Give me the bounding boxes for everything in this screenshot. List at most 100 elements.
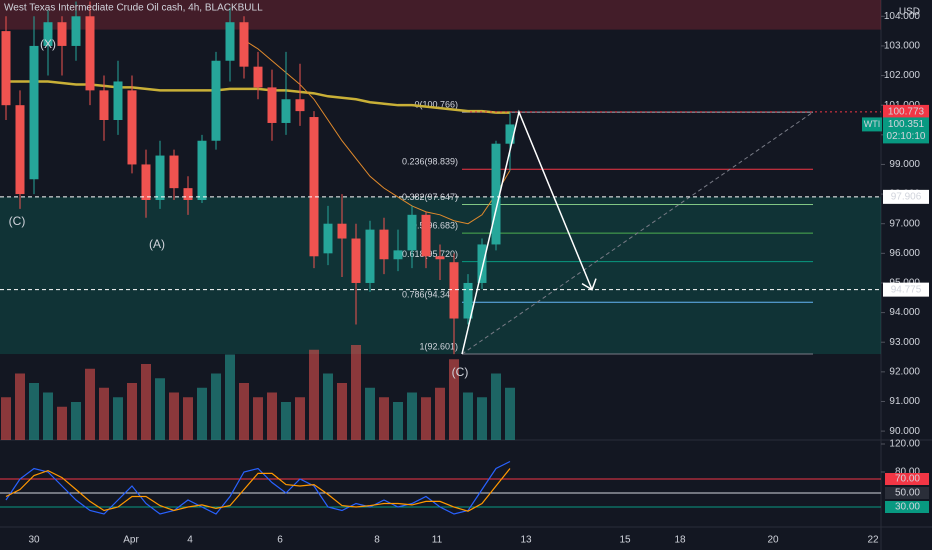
chart-title: West Texas Intermediate Crude Oil cash, …: [4, 3, 263, 14]
y-tick-label: 102.000: [884, 70, 921, 81]
candle-body: [85, 16, 95, 91]
moving-average: [243, 39, 511, 225]
volume-bar: [505, 387, 515, 440]
y-tick-label: 92.000: [889, 366, 920, 377]
osc-tick-label: 50.00: [895, 488, 920, 499]
volume-bar: [169, 392, 179, 440]
volume-bar: [435, 387, 445, 440]
countdown: 02:10:10: [887, 131, 926, 142]
volume-bar: [267, 392, 277, 440]
candle-body: [239, 22, 249, 67]
candle-body: [435, 256, 445, 260]
volume-bar: [463, 392, 473, 440]
candle-body: [449, 262, 459, 319]
volume-bar: [211, 373, 221, 440]
osc-tick-label: 120.00: [889, 439, 920, 450]
y-tick-label: 97.000: [889, 218, 920, 229]
fib-label: 0.5(96.683): [412, 220, 458, 230]
y-tick-label: 94.000: [889, 307, 920, 318]
candle-body: [379, 229, 389, 260]
volume-bar: [113, 397, 123, 440]
x-tick-label: 20: [767, 535, 779, 546]
volume-bar: [379, 397, 389, 440]
y-tick-label: 91.000: [889, 396, 920, 407]
candle-body: [407, 214, 417, 251]
candle-body: [197, 140, 207, 200]
candle-body: [15, 105, 25, 195]
volume-bar: [351, 345, 361, 440]
price-tag-label: 94.775: [891, 284, 922, 295]
zone: [0, 0, 881, 30]
volume-bar: [295, 397, 305, 440]
volume-bar: [449, 359, 459, 440]
osc-tick-label: 30.00: [895, 502, 920, 513]
candle-body: [113, 81, 123, 120]
candle-body: [491, 143, 501, 245]
volume-bar: [393, 402, 403, 440]
volume-bar: [407, 392, 417, 440]
candle-body: [337, 223, 347, 239]
x-tick-label: 30: [28, 535, 40, 546]
x-tick-label: 15: [619, 535, 631, 546]
volume-bar: [15, 373, 25, 440]
x-tick-label: Apr: [123, 535, 139, 546]
candle-body: [309, 117, 319, 257]
x-tick-label: 8: [374, 535, 380, 546]
candle-body: [169, 155, 179, 189]
x-tick-label: 6: [277, 535, 283, 546]
volume-bar: [323, 373, 333, 440]
y-tick-label: 93.000: [889, 337, 920, 348]
volume-bar: [309, 349, 319, 440]
volume-bar: [141, 364, 151, 440]
volume-bar: [43, 392, 53, 440]
candle-body: [295, 99, 305, 112]
wave-label: (C): [452, 365, 469, 379]
wave-label: (C): [9, 214, 26, 228]
price-tag: [883, 189, 929, 204]
symbol-tag: [862, 117, 882, 132]
volume-bar: [183, 397, 193, 440]
volume-bar: [1, 397, 11, 440]
x-tick-label: 11: [432, 535, 443, 546]
y-tick-label: 99.000: [889, 159, 920, 170]
x-tick-label: 4: [187, 535, 193, 546]
y-tick-label: 96.000: [889, 248, 920, 259]
projection: [461, 109, 593, 355]
volume-bar: [29, 383, 39, 440]
volume-bar: [57, 406, 67, 440]
candle-body: [267, 87, 277, 123]
symbol-label: WTI: [864, 119, 881, 129]
candle-body: [281, 99, 291, 123]
x-tick-label: 13: [520, 535, 532, 546]
price-tag-label: 97.906: [891, 191, 922, 202]
fib-label: 0(100.766): [414, 99, 458, 109]
oscillator-line: [5, 460, 511, 515]
candle-body: [505, 124, 515, 144]
volume-bar: [281, 402, 291, 440]
volume-bar: [127, 383, 137, 440]
candle-body: [71, 16, 81, 46]
volume-bar: [225, 354, 235, 440]
band-tag: [885, 487, 929, 499]
price-tag-label: 100.351: [888, 119, 925, 130]
y-tick-label: 104.000: [884, 11, 921, 22]
volume-bar: [99, 387, 109, 440]
volume-bar: [337, 383, 347, 440]
candle-body: [141, 164, 151, 200]
osc-tick-label: 80.00: [895, 467, 920, 478]
candle-body: [463, 282, 473, 319]
volume-bar: [239, 383, 249, 440]
candle-body: [225, 22, 235, 61]
candle-body: [351, 238, 361, 283]
osc-tick-label: 70.00: [895, 474, 920, 485]
candle-body: [183, 188, 193, 200]
x-tick-label: 18: [674, 535, 686, 546]
candle-body: [127, 90, 137, 165]
fib-label: 0.786(94.348): [402, 290, 458, 300]
candle-body: [253, 66, 263, 88]
band-tag: [885, 473, 929, 485]
candle-body: [99, 90, 109, 120]
price-tag: [883, 282, 929, 297]
y-tick-label: 90.000: [889, 426, 920, 437]
